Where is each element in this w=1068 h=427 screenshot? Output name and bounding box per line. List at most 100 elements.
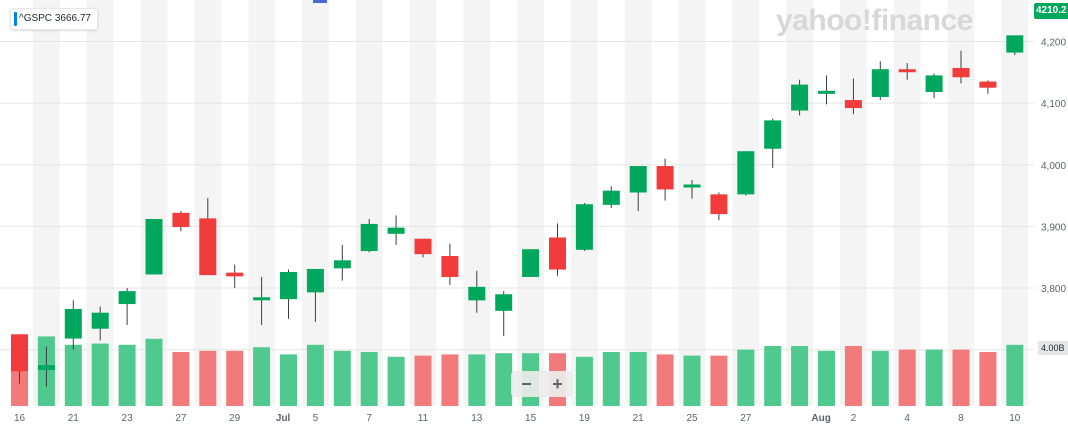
ticker-value: 3666.77 bbox=[54, 13, 91, 24]
price-tick-label: 3,900 bbox=[1041, 222, 1066, 233]
alternate-column-bands bbox=[32, 0, 1029, 405]
volume-bar bbox=[629, 352, 647, 406]
column-band bbox=[786, 0, 814, 405]
volume-bar bbox=[360, 352, 378, 406]
candle-body bbox=[306, 268, 324, 293]
volume-bar bbox=[710, 355, 728, 406]
candle-body bbox=[898, 69, 916, 73]
date-tick-label: 13 bbox=[471, 413, 483, 424]
column-band bbox=[248, 0, 276, 405]
column-band bbox=[355, 0, 383, 405]
candle-body bbox=[360, 223, 378, 252]
volume-bar bbox=[952, 349, 970, 406]
date-axis: 16 21 23 27 29 Jul 5 7 11 13 15 19 21 25 27 Aug 2 4 8 10 bbox=[14, 413, 1021, 424]
date-tick-label: 23 bbox=[122, 413, 134, 424]
date-tick-label: 5 bbox=[313, 413, 319, 424]
candle-body bbox=[91, 312, 109, 329]
candle-body bbox=[495, 294, 513, 311]
date-tick-label: 27 bbox=[175, 413, 187, 424]
volume-bar bbox=[656, 354, 674, 406]
date-tick-label: 2 bbox=[851, 413, 857, 424]
candle-body bbox=[549, 237, 566, 270]
column-band bbox=[732, 0, 760, 405]
candle-body bbox=[979, 81, 997, 88]
candle-body bbox=[522, 249, 540, 277]
date-tick-label: 11 bbox=[418, 413, 429, 424]
candle-body bbox=[791, 84, 809, 111]
date-tick-label: 10 bbox=[1009, 413, 1021, 424]
date-tick-label: 27 bbox=[740, 413, 752, 424]
zoom-out-button[interactable]: − bbox=[521, 374, 532, 394]
volume-bar bbox=[253, 347, 271, 406]
volume-bar bbox=[844, 346, 862, 406]
date-tick-label: 21 bbox=[68, 413, 80, 424]
volume-bar bbox=[737, 349, 755, 406]
column-band bbox=[301, 0, 329, 405]
candle-body bbox=[764, 120, 782, 149]
candle-body bbox=[199, 218, 217, 276]
candle-body bbox=[575, 204, 593, 250]
volume-bar bbox=[925, 349, 943, 406]
candle-body bbox=[844, 100, 862, 109]
volume-bar bbox=[495, 353, 513, 406]
date-tick-label: 19 bbox=[579, 413, 591, 424]
zoom-in-button[interactable]: + bbox=[552, 374, 563, 394]
zoom-controls: − + bbox=[511, 371, 573, 397]
price-tick-label: 4,100 bbox=[1041, 99, 1066, 110]
volume-bar bbox=[91, 343, 109, 406]
date-tick-label: 7 bbox=[366, 413, 372, 424]
selection-marker bbox=[313, 0, 327, 3]
volume-bar bbox=[468, 354, 486, 406]
date-tick-label: Aug bbox=[811, 413, 830, 424]
candle-body bbox=[172, 212, 190, 228]
volume-bar bbox=[602, 352, 620, 406]
volume-bar bbox=[64, 344, 82, 406]
date-tick-label: 16 bbox=[14, 413, 26, 424]
column-band bbox=[1001, 0, 1029, 405]
column-band bbox=[570, 0, 598, 405]
volume-bar bbox=[441, 354, 459, 406]
column-band bbox=[463, 0, 491, 405]
column-band bbox=[517, 0, 545, 405]
candle-body bbox=[468, 286, 486, 301]
volume-bar bbox=[280, 354, 297, 406]
volume-bar bbox=[387, 356, 405, 406]
candle-body bbox=[145, 219, 163, 275]
candle-body bbox=[818, 90, 835, 94]
candle-body bbox=[441, 255, 459, 277]
candle-body bbox=[387, 227, 405, 234]
column-band bbox=[140, 0, 168, 405]
volume-bar bbox=[414, 355, 432, 406]
candle-body bbox=[118, 291, 136, 305]
candle-body bbox=[253, 297, 271, 301]
last-price-tag: 4210.2 bbox=[1034, 3, 1068, 19]
yahoo-finance-logo: yahoo!finance bbox=[776, 4, 973, 37]
price-tick-label: 4,200 bbox=[1041, 37, 1066, 48]
volume-bar bbox=[898, 349, 916, 406]
candle-body bbox=[683, 184, 701, 188]
candle-body bbox=[925, 75, 943, 93]
volume-axis-tag: 4.00B bbox=[1038, 341, 1068, 355]
volume-bar bbox=[1006, 344, 1024, 406]
candle-body bbox=[64, 309, 82, 339]
column-band bbox=[893, 0, 921, 405]
volume-bar bbox=[683, 355, 701, 406]
candle-body bbox=[602, 190, 620, 205]
price-tick-label: 4,000 bbox=[1041, 161, 1066, 172]
date-tick-label: 15 bbox=[525, 413, 537, 424]
volume-bar bbox=[791, 346, 809, 406]
volume-bar bbox=[145, 338, 163, 406]
candle-body bbox=[11, 334, 28, 372]
volume-bar bbox=[172, 352, 190, 406]
volume-bar bbox=[818, 350, 835, 406]
volume-bar bbox=[118, 344, 136, 406]
volume-bar bbox=[333, 350, 351, 406]
candle-body bbox=[1006, 35, 1024, 53]
date-tick-label: Jul bbox=[276, 413, 291, 424]
ticker-chip[interactable]: ^GSPC 3666.77 bbox=[10, 8, 98, 30]
candle-body bbox=[37, 365, 55, 371]
volume-bar bbox=[199, 350, 217, 406]
candle-body bbox=[226, 272, 244, 277]
